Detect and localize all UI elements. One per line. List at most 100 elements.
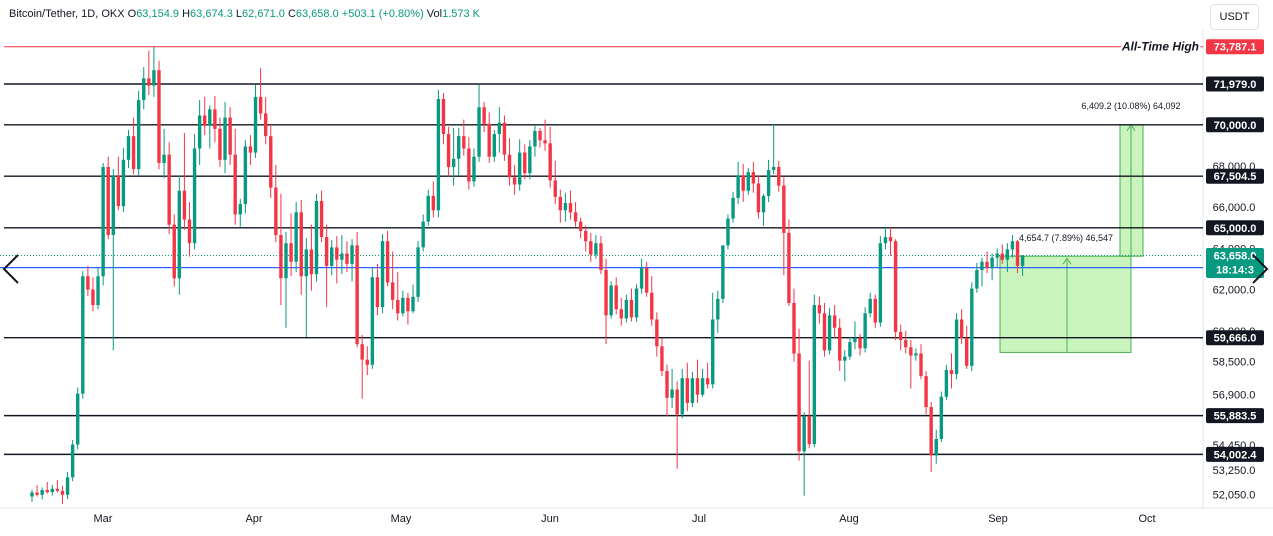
candle-74 [406, 292, 410, 325]
candle-body-171 [898, 331, 903, 341]
candle-body-187 [980, 261, 984, 271]
candle-63 [350, 239, 354, 282]
candle-body-4 [50, 488, 55, 493]
candle-body-53 [299, 212, 303, 277]
candle-25 [157, 60, 161, 170]
candle-body-104 [558, 196, 563, 211]
candle-body-34 [203, 115, 207, 126]
candle-body-36 [213, 109, 217, 129]
candle-body-15 [106, 167, 110, 236]
candle-83 [451, 127, 456, 186]
candle-body-191 [1000, 253, 1004, 260]
candle-body-135 [716, 298, 720, 320]
candle-body-142 [751, 172, 756, 184]
candle-body-35 [208, 109, 212, 126]
measure-arrowhead-1 [1062, 257, 1072, 265]
candle-38 [223, 102, 227, 174]
candle-body-164 [863, 313, 867, 349]
level-tag-0-bg [1206, 39, 1264, 55]
candle-181 [949, 353, 954, 389]
candle-body-60 [335, 247, 339, 260]
candle-145 [766, 159, 771, 203]
candle-body-91 [492, 134, 496, 157]
candle-22 [142, 67, 146, 110]
y-tick-4: 58,500.0 [1213, 357, 1256, 369]
candle-190 [995, 248, 999, 267]
candle-body-97 [523, 152, 527, 174]
candle-20 [131, 117, 136, 175]
candle-99 [533, 125, 537, 157]
candle-96 [517, 139, 522, 191]
candle-10 [81, 271, 85, 399]
candle-body-24 [152, 70, 156, 86]
candle-body-56 [314, 201, 319, 275]
candle-67 [370, 266, 375, 369]
candle-157 [827, 308, 832, 355]
candle-171 [898, 324, 903, 351]
candle-body-10 [81, 276, 85, 394]
level-tag-0-label: 73,787.1 [1214, 42, 1257, 54]
scroll-right-arrow-icon[interactable] [1247, 252, 1271, 286]
candle-body-138 [731, 197, 735, 219]
candle-33 [197, 100, 202, 165]
candle-body-48 [274, 187, 278, 236]
candle-166 [873, 294, 877, 328]
candle-48 [274, 164, 278, 243]
candle-body-139 [736, 175, 740, 198]
candle-126 [670, 368, 674, 409]
candle-body-30 [182, 190, 187, 220]
candle-body-67 [370, 277, 375, 365]
candle-body-141 [746, 172, 750, 191]
candle-body-192 [1005, 249, 1010, 260]
candle-191 [1000, 244, 1004, 264]
candle-177 [929, 401, 933, 472]
candle-body-193 [1010, 241, 1015, 250]
y-tick-3: 56,900.0 [1213, 390, 1256, 402]
candle-body-137 [726, 218, 730, 246]
x-tick-jun: Jun [541, 513, 559, 525]
candle-115 [614, 277, 618, 315]
candle-body-130 [690, 378, 695, 403]
candle-body-114 [609, 285, 613, 316]
candle-184 [965, 325, 969, 369]
candle-body-64 [355, 245, 359, 345]
candle-102 [548, 126, 552, 188]
candle-64 [355, 231, 359, 348]
candle-133 [705, 362, 710, 389]
candle-body-121 [644, 267, 649, 293]
candle-body-126 [670, 389, 674, 398]
currency-button[interactable]: USDT [1210, 4, 1259, 30]
candle-body-88 [477, 107, 481, 157]
candle-body-166 [873, 298, 877, 323]
candle-41 [238, 198, 242, 227]
open-value: 63,154.9 [136, 8, 180, 20]
candle-111 [594, 235, 598, 259]
candle-71 [390, 251, 395, 310]
low-value: 62,671.0 [242, 8, 285, 20]
candle-2 [40, 487, 44, 500]
candle-body-190 [995, 253, 999, 258]
candle-105 [563, 192, 568, 222]
candle-body-136 [721, 245, 725, 299]
candle-body-101 [543, 140, 547, 144]
candle-body-78 [426, 195, 430, 222]
candle-body-82 [446, 134, 451, 168]
candle-body-52 [294, 212, 298, 262]
candle-56 [314, 193, 319, 282]
scroll-left-arrow-icon[interactable] [0, 252, 24, 286]
candle-44 [253, 84, 258, 158]
candle-68 [375, 263, 380, 316]
candle-76 [416, 241, 420, 302]
candle-body-0 [30, 492, 34, 497]
candle-body-70 [385, 241, 390, 283]
candle-169 [888, 226, 893, 256]
candle-body-61 [340, 253, 344, 260]
candle-193 [1010, 235, 1015, 258]
candle-30 [182, 133, 187, 230]
candle-body-7 [65, 477, 70, 495]
candle-163 [858, 333, 862, 356]
current-price-tag-label: 63,658.0 [1214, 250, 1257, 262]
candle-93 [502, 115, 507, 161]
candle-130 [690, 372, 695, 408]
